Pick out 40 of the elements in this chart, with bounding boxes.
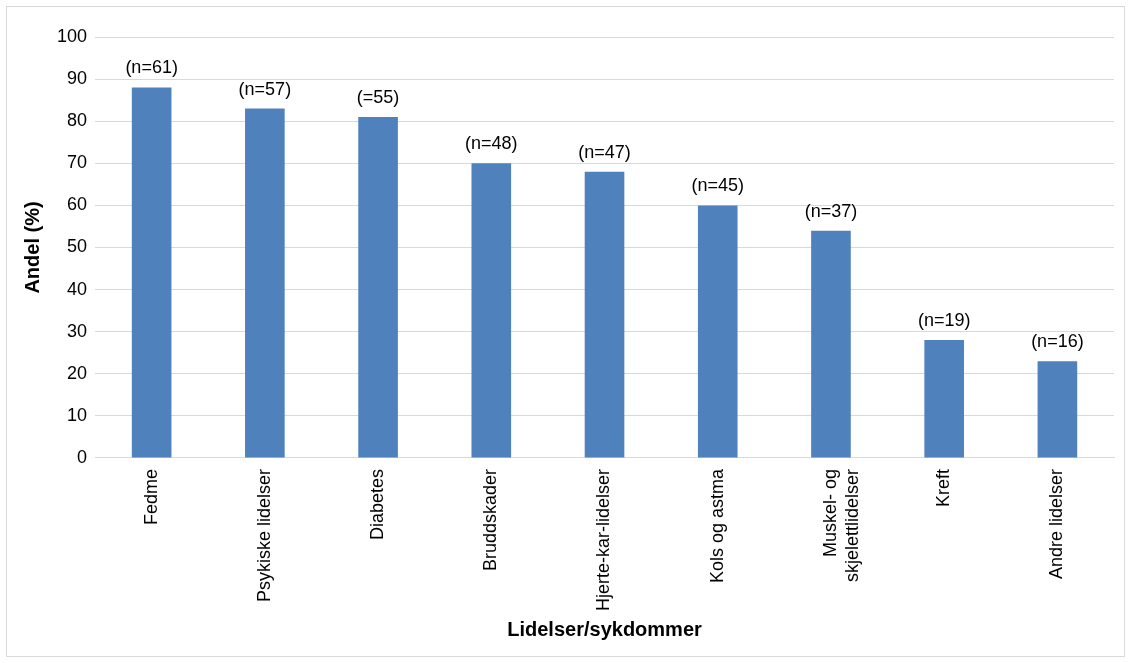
x-tick-label: Muskel- og skjelettlidelser xyxy=(819,468,862,583)
y-tick-label: 70 xyxy=(67,152,88,173)
annotation: (=55) xyxy=(356,86,400,107)
y-tick-label: 100 xyxy=(56,25,88,46)
annotation: (n=16) xyxy=(1031,331,1084,352)
bar xyxy=(358,116,398,458)
bar xyxy=(1037,361,1078,458)
x-axis-title: Lidelser/sykdommer xyxy=(507,617,702,640)
bar xyxy=(131,87,172,458)
x-tick-label: Hjerte-kar-lidelser xyxy=(593,468,614,611)
y-tick-label: 80 xyxy=(67,110,88,131)
y-tick-label: 60 xyxy=(67,194,88,215)
x-tick-label: Diabetes xyxy=(367,468,388,541)
bar xyxy=(584,171,625,458)
y-tick-label: 40 xyxy=(67,278,88,299)
x-tick-label: Kols og astma xyxy=(706,467,727,584)
x-tick-label: Kreft xyxy=(933,468,954,507)
y-tick-label: 0 xyxy=(77,446,88,467)
y-tick-label: 30 xyxy=(67,320,88,341)
y-tick-label: 50 xyxy=(67,236,88,257)
x-tick-label: Bruddskader xyxy=(480,468,501,572)
annotation: (n=45) xyxy=(691,175,745,196)
bar xyxy=(697,205,738,458)
annotation: (n=48) xyxy=(465,133,518,154)
bar xyxy=(471,163,512,458)
bar xyxy=(811,230,851,458)
annotation: (n=57) xyxy=(238,78,292,99)
annotation: (n=19) xyxy=(917,310,971,331)
x-tick-label: Fedme xyxy=(140,468,161,525)
annotation: (n=37) xyxy=(804,200,858,221)
y-tick-label: 90 xyxy=(67,68,88,89)
bar xyxy=(924,340,964,458)
x-tick-label: Psykiske lidelser xyxy=(253,468,274,603)
y-tick-label: 20 xyxy=(67,362,88,383)
y-axis-title: Andel (%) xyxy=(20,201,43,294)
annotation: (n=61) xyxy=(125,57,178,78)
bar xyxy=(245,108,285,458)
y-tick-label: 10 xyxy=(67,404,88,425)
annotation: (n=47) xyxy=(578,141,631,162)
x-tick-label: Andre lidelser xyxy=(1046,468,1067,580)
